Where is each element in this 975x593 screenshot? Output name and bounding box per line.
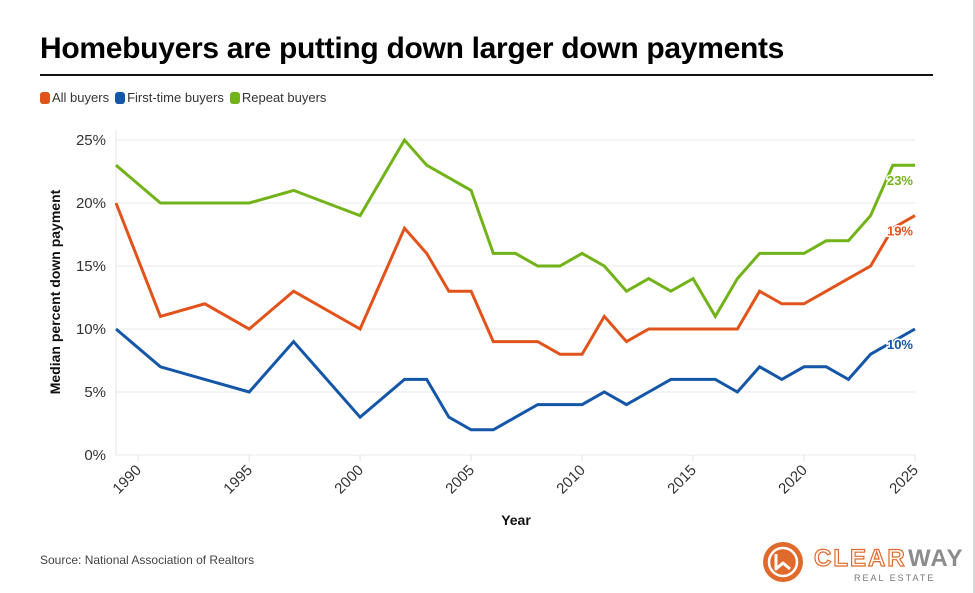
legend-label: All buyers (52, 90, 110, 105)
end-label-repeat-buyers: 23% (887, 173, 913, 188)
y-axis-title: Median percent down payment (47, 189, 63, 394)
legend-label: First-time buyers (127, 90, 224, 105)
end-labels: 23% 19% 10% (885, 172, 914, 354)
y-tick-label: 5% (84, 384, 106, 401)
x-axis-ticks: 1990 1995 2000 2005 2010 2015 2020 2025 (109, 455, 922, 498)
y-tick-label: 20% (76, 195, 106, 212)
x-axis-title: Year (501, 512, 531, 528)
y-tick-label: 15% (76, 258, 106, 275)
legend: All buyers First-time buyers Repeat buye… (40, 90, 332, 105)
y-tick-label: 0% (84, 447, 106, 464)
legend-item-first-time-buyers[interactable]: First-time buyers (115, 90, 224, 105)
source-note: Source: National Association of Realtors (40, 553, 255, 567)
x-tick-label: 2025 (886, 462, 922, 498)
x-tick-label: 2000 (331, 462, 367, 498)
x-tick-label: 2015 (664, 462, 700, 498)
frame-border (973, 0, 975, 593)
clearway-logo: CLEAR WAY REAL ESTATE (763, 542, 963, 583)
title-divider (40, 74, 933, 76)
end-label-all-buyers: 19% (887, 224, 913, 239)
series-line-first-time-buyers (115, 327, 916, 432)
x-tick-label: 2005 (442, 462, 478, 498)
x-tick-label: 1995 (220, 462, 256, 498)
x-tick-label: 1990 (109, 462, 145, 498)
end-label-first-time-buyers: 10% (887, 337, 913, 352)
series-line-all-buyers (114, 202, 916, 356)
legend-swatch (115, 91, 126, 104)
clearway-logo-icon (763, 542, 803, 582)
logo-tagline: REAL ESTATE (854, 573, 935, 583)
series-line-repeat-buyers (115, 137, 915, 320)
legend-label: Repeat buyers (241, 90, 327, 105)
chart-title: Homebuyers are putting down larger down … (40, 32, 785, 65)
logo-word-way: WAY (908, 545, 963, 572)
series-lines (114, 137, 916, 432)
legend-swatch (229, 91, 240, 104)
y-tick-label: 25% (76, 132, 106, 149)
logo-word-clear: CLEAR (814, 545, 907, 572)
legend-item-repeat-buyers[interactable]: Repeat buyers (229, 90, 327, 105)
legend-item-all-buyers[interactable]: All buyers (40, 90, 109, 105)
legend-swatch (40, 91, 50, 104)
y-axis-ticks: 0% 5% 10% 15% 20% 25% (76, 132, 106, 464)
y-tick-label: 10% (76, 321, 106, 338)
gridlines (115, 130, 915, 456)
x-tick-label: 2020 (775, 462, 811, 498)
x-tick-label: 2010 (553, 462, 589, 498)
line-chart: 0% 5% 10% 15% 20% 25% 1990 1995 2000 2005 2010 201… (47, 130, 922, 528)
